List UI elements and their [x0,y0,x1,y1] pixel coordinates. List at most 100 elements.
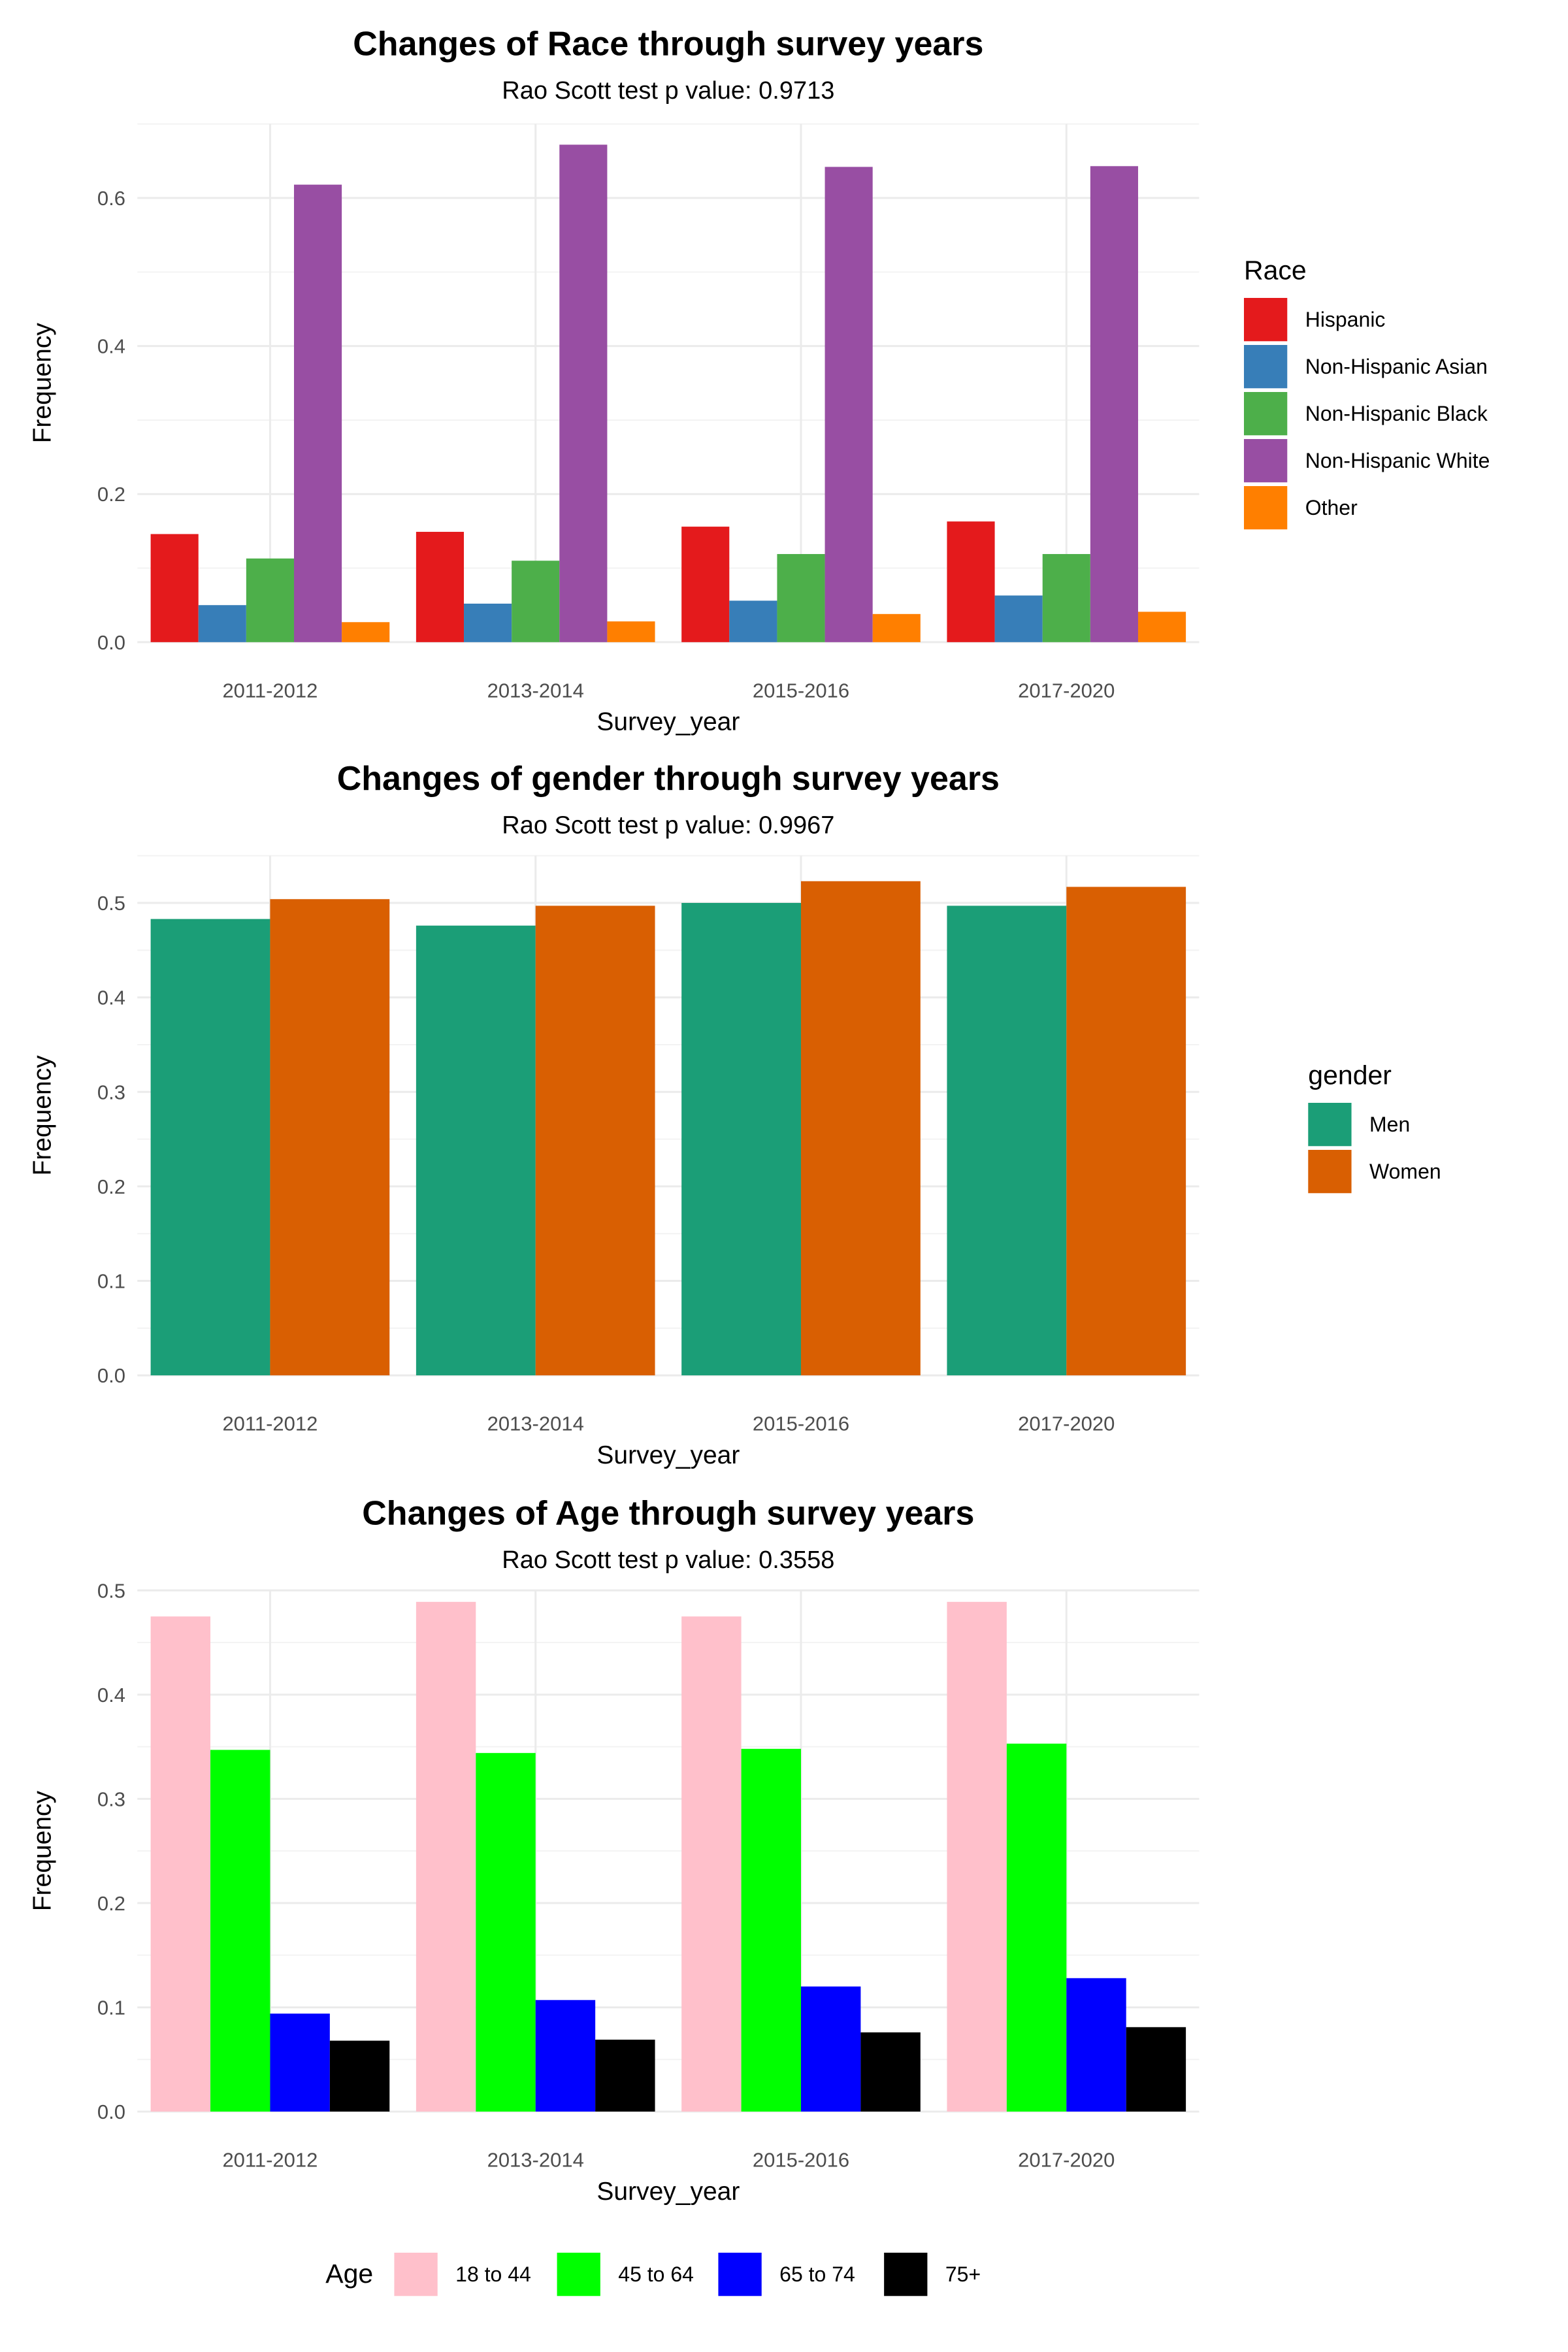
x-tick-label: 2017-2020 [1018,2149,1115,2172]
bar [681,527,730,642]
x-tick-label: 2013-2014 [487,679,584,702]
x-axis-title: Survey_year [596,1441,740,1469]
x-tick-label: 2011-2012 [222,2149,318,2172]
legend-label: Men [1369,1113,1410,1136]
bar [801,1986,861,2112]
bar [607,621,655,642]
bar [1126,2027,1186,2112]
x-axis-title: Survey_year [596,708,740,736]
x-axis-title: Survey_year [596,2178,740,2206]
x-tick-label: 2013-2014 [487,2149,584,2172]
y-tick-label: 0.4 [97,335,125,358]
bar [947,1601,1007,2112]
chart-subtitle: Rao Scott test p value: 0.3558 [502,1546,834,1574]
bar [559,144,608,642]
bar [994,595,1043,642]
legend: Age 18 to 44 45 to 64 65 to 74 75+ [325,2253,981,2296]
bar [342,622,390,642]
bar [825,167,873,642]
legend-label: 75+ [945,2262,981,2286]
bar [595,2039,655,2112]
bar [1066,887,1186,1376]
y-tick-label: 0.0 [97,1364,125,1387]
legend-key [884,2253,928,2296]
bar [293,184,342,642]
y-axis-title: Frequency [29,1791,57,1912]
bar [476,1753,536,2112]
bar [1137,612,1186,642]
chart-subtitle: Rao Scott test p value: 0.9967 [502,811,834,839]
bar [1090,166,1138,642]
legend-label: Non-Hispanic Asian [1305,355,1488,378]
bar [777,554,825,642]
y-tick-label: 0.5 [97,892,125,915]
legend-key [394,2253,438,2296]
bar [464,603,512,642]
bar [150,534,199,642]
bar [198,605,246,642]
chart-title: Changes of Age through survey years [362,1495,974,1533]
bar [681,903,801,1376]
bar [512,561,560,642]
legend-title: Age [325,2259,373,2289]
bar [947,521,995,642]
legend-label: Non-Hispanic Black [1305,402,1488,425]
y-tick-label: 0.4 [97,1684,125,1707]
y-axis-title: Frequency [29,323,57,444]
bar [1006,1743,1067,2112]
bar [681,1616,742,2112]
x-tick-label: 2013-2014 [487,1413,584,1435]
chart-panel-2: 0.0 0.1 0.2 0.3 0.4 0.5 2011-2012 2013-2014 2015… [29,760,1441,1469]
bar [1066,1978,1126,2112]
bar [801,881,921,1376]
bar [210,1750,270,2112]
y-tick-label: 0.0 [97,631,125,654]
bar [535,2000,596,2112]
bar [1042,554,1090,642]
bar [270,899,390,1376]
x-tick-label: 2017-2020 [1018,679,1115,702]
bar [535,906,655,1376]
x-tick-label: 2015-2016 [753,2149,849,2172]
legend-label: Women [1369,1160,1441,1183]
legend-key [1308,1150,1352,1194]
legend: Race Hispanic Non-Hispanic Asian Non-Hispan… [1244,255,1490,530]
bar [416,925,536,1376]
chart-title: Changes of Race through survey years [353,25,983,63]
bar [329,2040,390,2112]
bar [872,613,921,642]
legend-key [557,2253,600,2296]
x-tick-label: 2017-2020 [1018,1413,1115,1435]
bar [246,558,294,642]
y-tick-label: 0.2 [97,483,125,506]
legend: gender Men Women [1308,1060,1441,1194]
legend-title: gender [1308,1060,1392,1090]
x-tick-label: 2011-2012 [222,1413,318,1435]
bar [860,2032,921,2112]
y-tick-label: 0.2 [97,1175,125,1198]
legend-key [1244,439,1288,483]
legend-key [1308,1103,1352,1147]
legend-label: Hispanic [1305,308,1386,331]
bar [741,1748,801,2112]
y-tick-label: 0.5 [97,1579,125,1602]
legend-label: 45 to 64 [618,2262,694,2286]
bar [947,906,1067,1376]
chart-title: Changes of gender through survey years [337,760,1000,798]
y-tick-label: 0.3 [97,1081,125,1103]
legend-label: Other [1305,496,1358,519]
y-tick-label: 0.2 [97,1892,125,1915]
y-tick-label: 0.6 [97,187,125,210]
bar [150,919,270,1376]
x-tick-label: 2011-2012 [222,679,318,702]
x-tick-label: 2015-2016 [753,1413,849,1435]
bar [416,532,465,642]
y-tick-label: 0.4 [97,987,125,1009]
bar [729,600,777,642]
legend-label: Non-Hispanic White [1305,449,1490,472]
y-tick-label: 0.1 [97,1270,125,1293]
bar [270,2014,330,2112]
bar [150,1616,211,2112]
chart-panel-3: 0.0 0.1 0.2 0.3 0.4 0.5 2011-2012 2013-2014 2015… [29,1495,1200,2296]
